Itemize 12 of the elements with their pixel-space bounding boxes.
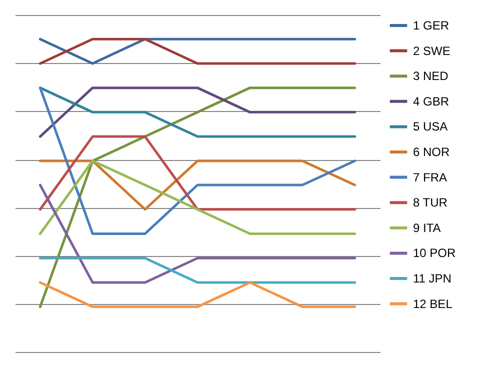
legend-label: 6 NOR	[413, 145, 450, 159]
legend-label: 1 GER	[413, 18, 450, 32]
legend-label: 9 ITA	[413, 220, 441, 235]
legend-label: 4 GBR	[413, 94, 450, 108]
legend-label: 8 TUR	[413, 196, 448, 210]
legend-label: 2 SWE	[413, 44, 450, 58]
legend-label: 10 POR	[413, 246, 456, 260]
legend-label: 11 JPN	[413, 272, 452, 286]
legend-label: 7 FRA	[413, 170, 448, 184]
legend-label: 3 NED	[413, 69, 449, 84]
legend-label: 12 BEL	[413, 296, 453, 311]
legend-label: 5 USA	[413, 120, 448, 134]
